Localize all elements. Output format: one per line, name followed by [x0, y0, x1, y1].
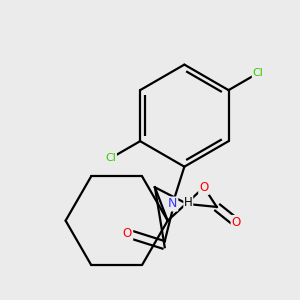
Text: Cl: Cl	[253, 68, 264, 78]
Text: O: O	[232, 216, 241, 229]
Text: H: H	[184, 196, 193, 208]
Text: N: N	[168, 197, 177, 211]
Text: Cl: Cl	[105, 153, 116, 163]
Text: O: O	[123, 227, 132, 240]
Text: O: O	[200, 181, 208, 194]
